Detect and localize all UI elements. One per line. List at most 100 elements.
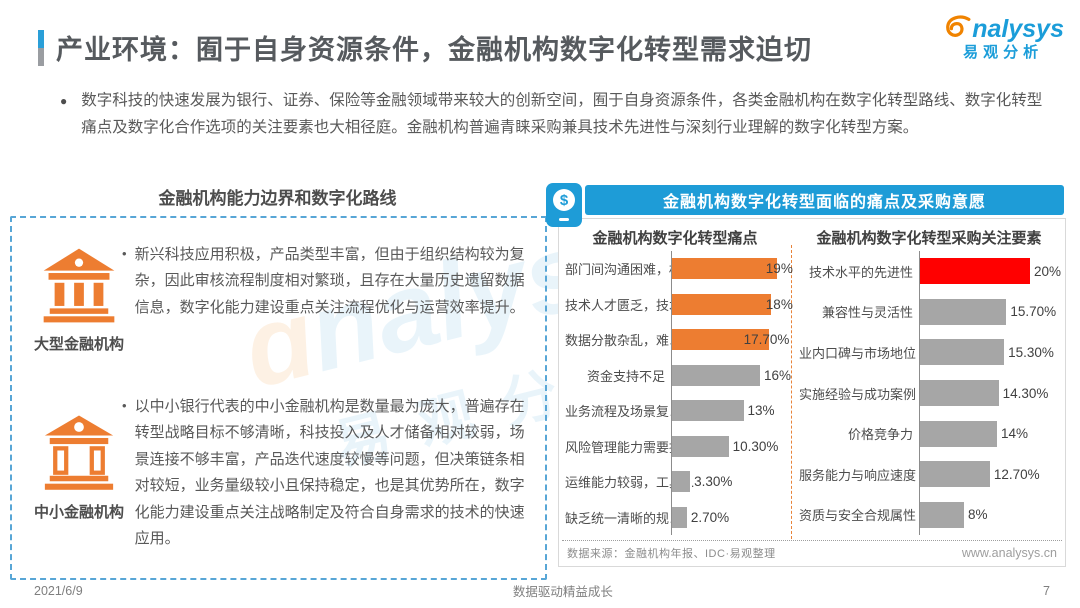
bar-label: 业内口碑与市场地位 xyxy=(799,345,917,361)
bar-label: 运维能力较弱，工具… xyxy=(565,475,696,491)
page-title: 产业环境：囿于自身资源条件，金融机构数字化转型需求迫切 xyxy=(56,35,812,65)
chart-row: 服务能力与响应速度 12.70% xyxy=(799,453,1061,495)
bar-label: 缺乏统一清晰的规… xyxy=(565,510,683,526)
bar-value: 14.30% xyxy=(1002,385,1049,401)
chart-row: 风险管理能力需要提高 10.30% xyxy=(565,428,789,464)
bar-track: 19% xyxy=(671,251,793,287)
left-panel-dashed-box xyxy=(10,216,547,580)
intro-text: 数字科技的快速发展为银行、证券、保险等金融领域带来较大的创新空间，囿于自身资源条… xyxy=(81,92,1043,136)
bar-value: 17.70% xyxy=(743,332,790,348)
chart-divider xyxy=(791,245,792,539)
bar-track: 18% xyxy=(671,286,793,322)
bar xyxy=(920,380,999,407)
smb-institution-label: 中小金融机构 xyxy=(33,504,124,521)
right-panel-box: 金融机构数字化转型痛点 金融机构数字化转型采购关注要素 部门间沟通困难，权… 19… xyxy=(558,218,1066,567)
logo-brand-text: nalysys xyxy=(972,15,1064,43)
bar xyxy=(672,293,771,315)
chart-row: 价格竞争力 14% xyxy=(799,413,1061,454)
logo-row: nalysys xyxy=(942,14,1064,42)
bar xyxy=(920,420,997,447)
bar-value: 10.30% xyxy=(732,438,779,454)
footer-date: 2021/6/9 xyxy=(34,583,83,598)
bar-value: 14% xyxy=(1001,426,1029,442)
smb-institution-text: • 以中小银行代表的中小金融机构是数量最为庞大，普遍存在转型战略目标不够清晰，科… xyxy=(122,394,530,552)
bar xyxy=(920,339,1005,366)
bar-track: 14% xyxy=(919,413,1061,454)
bar-value: 12.70% xyxy=(993,466,1040,482)
source-separator xyxy=(562,540,1062,541)
chart-row: 技术人才匮乏，技术… 18% xyxy=(565,286,793,322)
chart-row: 技术水平的先进性 20% xyxy=(799,251,1061,292)
bar-label: 资金支持不足 xyxy=(586,368,665,384)
chart-row: 实施经验与成功案例 14.30% xyxy=(799,372,1061,414)
footer-slogan: 数据驱动精益成长 xyxy=(512,585,613,599)
bar-track: 15.70% xyxy=(919,291,1061,333)
bar-value: 13% xyxy=(747,403,775,419)
chart-row: 业内口碑与市场地位 15.30% xyxy=(799,332,1061,373)
bar-track: 10.30% xyxy=(671,428,789,464)
chart-row: 部门间沟通困难，权… 19% xyxy=(565,251,793,287)
pain-points-chart: 部门间沟通困难，权… 19% 技术人才匮乏，技术… 18% 数据分散杂乱，难以… 17.7… xyxy=(565,251,793,535)
bar-label: 数据分散杂乱，难以… xyxy=(565,333,696,349)
bar-track: 3.30% xyxy=(671,464,789,500)
bar-label: 兼容性与灵活性 xyxy=(821,305,913,321)
bar-value: 16% xyxy=(764,367,792,383)
bar-label: 服务能力与响应速度 xyxy=(799,467,917,483)
chart-row: 数据分散杂乱，难以… 17.70% xyxy=(565,322,789,358)
bar-label: 技术人才匮乏，技术… xyxy=(565,297,696,313)
chart-row: 兼容性与灵活性 15.70% xyxy=(799,291,1061,333)
bar xyxy=(920,258,1030,285)
bar-label: 价格竞争力 xyxy=(847,427,913,443)
bar xyxy=(672,364,760,386)
chart-row: 运维能力较弱，工具… 3.30% xyxy=(565,464,789,500)
bar-value: 8% xyxy=(968,507,988,523)
dollar-glyph: $ xyxy=(553,189,575,211)
bar-track: 12.70% xyxy=(919,453,1061,495)
bar xyxy=(672,435,729,457)
large-institution-label: 大型金融机构 xyxy=(33,336,124,353)
bar xyxy=(672,471,691,493)
chart-row: 业务流程及场景复… 13% xyxy=(565,393,789,429)
bar-track: 8% xyxy=(919,494,1061,536)
bar-value: 18% xyxy=(765,296,793,312)
bar xyxy=(672,400,744,422)
bar xyxy=(672,329,770,351)
bar-value: 15.70% xyxy=(1010,304,1057,320)
bar-track: 14.30% xyxy=(919,372,1061,414)
bar xyxy=(920,298,1007,325)
left-panel-title: 金融机构能力边界和数字化路线 xyxy=(158,189,397,208)
icon-dash xyxy=(559,218,569,221)
bar xyxy=(672,258,777,280)
bar-value: 20% xyxy=(1034,263,1062,279)
bar-value: 3.30% xyxy=(694,474,733,490)
right-panel-banner: 金融机构数字化转型面临的痛点及采购意愿 xyxy=(585,185,1064,215)
website-text: www.analysys.cn xyxy=(961,546,1057,560)
bar-track: 15.30% xyxy=(919,332,1061,373)
pain-points-chart-title: 金融机构数字化转型痛点 xyxy=(592,230,758,247)
bank-large-icon xyxy=(43,248,115,323)
bar-track: 13% xyxy=(671,393,789,429)
title-accent-bar xyxy=(38,30,44,66)
large-institution-text: • 新兴科技应用积极，产品类型丰富，但由于组织结构较为复杂，因此审核流程制度相对… xyxy=(122,242,530,321)
chart-row: 缺乏统一清晰的规… 2.70% xyxy=(565,499,789,535)
logo-brand-cn: 易观分析 xyxy=(963,44,1044,61)
bar-label: 资质与安全合规属性 xyxy=(799,508,917,524)
money-circle-icon: $ xyxy=(546,183,582,227)
bar-label: 风险管理能力需要提高 xyxy=(565,439,696,455)
bank-small-icon xyxy=(44,415,114,490)
bar-track: 20% xyxy=(919,251,1061,292)
intro-bullet: ● xyxy=(60,94,68,108)
purchase-factors-chart: 技术水平的先进性 20% 兼容性与灵活性 15.70% 业内口碑与市场地位 15.30% 实… xyxy=(799,251,1061,536)
panel-footer: 数据来源：金融机构年报、IDC·易观整理 www.analysys.cn xyxy=(567,545,1057,561)
bar-value: 2.70% xyxy=(690,509,730,525)
bar-track: 16% xyxy=(671,357,792,393)
purchase-factors-chart-title: 金融机构数字化转型采购关注要素 xyxy=(816,230,1042,247)
bar-label: 业务流程及场景复… xyxy=(565,404,683,420)
bar xyxy=(920,461,990,488)
bar xyxy=(672,506,687,528)
analysys-swirl-icon xyxy=(946,15,971,37)
chart-row: 资质与安全合规属性 8% xyxy=(799,494,1061,536)
smb-institution-item: 中小金融机构 xyxy=(24,412,134,522)
bar-track: 17.70% xyxy=(671,322,789,358)
